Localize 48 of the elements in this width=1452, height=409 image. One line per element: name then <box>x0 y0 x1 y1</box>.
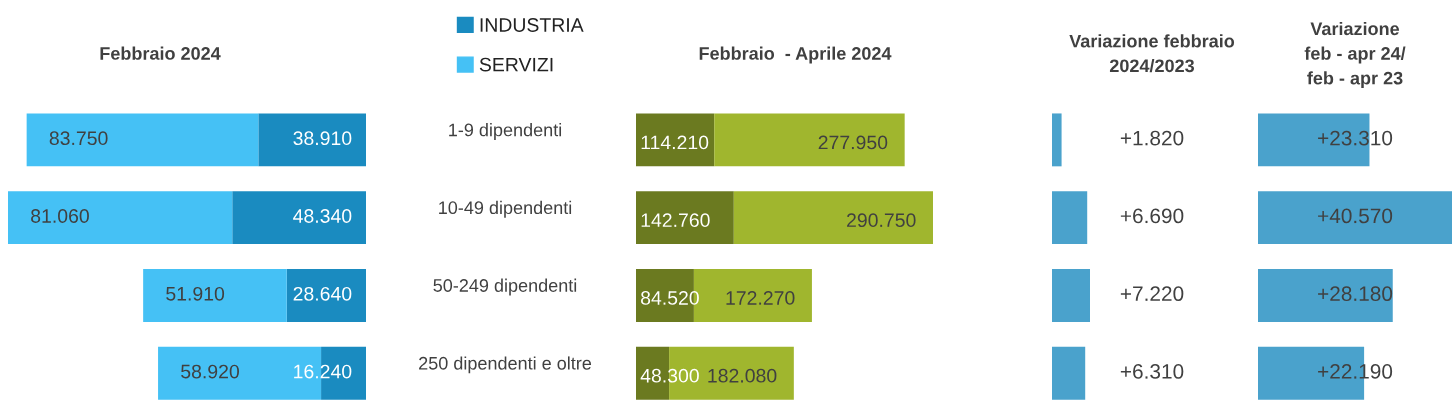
legend-label: SERVIZI <box>479 57 553 72</box>
y-tick-label: 250 dipendenti e oltre <box>419 356 592 374</box>
chart-title: Febbraio - Aprile 2024 <box>699 46 892 64</box>
bar <box>636 191 734 245</box>
data-label: 83.750 <box>49 131 108 146</box>
y-tick-label: 1-9 dipendenti <box>449 123 562 140</box>
bar <box>636 113 715 167</box>
data-label: 84.520 <box>641 291 699 305</box>
data-label: +1.820 <box>1120 130 1184 146</box>
data-label: 58.920 <box>181 364 239 379</box>
bar <box>26 113 259 167</box>
bar <box>232 191 366 245</box>
data-label: 290.750 <box>847 213 916 228</box>
data-label: 114.210 <box>641 135 709 150</box>
data-label: 51.910 <box>166 286 225 301</box>
chart-title: Variazione feb - apr 24/ feb - apr 23 <box>1304 21 1406 89</box>
y-tick-label: 50-249 dipendenti <box>433 278 577 296</box>
chart-title: Febbraio 2024 <box>100 46 221 60</box>
data-label: 81.060 <box>31 209 89 223</box>
bar <box>1052 269 1090 322</box>
bar <box>1052 346 1086 400</box>
data-label: 28.640 <box>293 286 352 301</box>
bar <box>1052 113 1062 167</box>
bar <box>733 191 933 245</box>
data-label: 182.080 <box>708 368 777 383</box>
bar <box>1258 191 1452 245</box>
data-label: +28.180 <box>1318 286 1393 302</box>
data-label: +7.220 <box>1120 286 1184 302</box>
bar <box>286 269 366 322</box>
data-label: 172.270 <box>726 291 795 305</box>
data-label: 16.240 <box>294 364 352 379</box>
data-label: 142.760 <box>641 213 710 228</box>
bar <box>714 113 905 167</box>
bar <box>143 269 287 322</box>
data-label: +6.690 <box>1120 208 1184 224</box>
data-label: +40.570 <box>1318 208 1393 224</box>
bar <box>258 113 366 167</box>
bar <box>1258 269 1393 322</box>
data-label: 48.340 <box>293 209 352 223</box>
data-label: 38.910 <box>293 131 352 146</box>
data-label: 48.300 <box>640 368 699 383</box>
text: Variazione febbraio 2024/2023 <box>1069 34 1235 73</box>
data-label: +6.310 <box>1120 364 1184 379</box>
legend-label: INDUSTRIA <box>480 18 584 32</box>
data-label: 277.950 <box>818 135 888 150</box>
bar <box>1052 191 1088 245</box>
y-tick-label: 10-49 dipendenti <box>439 200 572 218</box>
bar <box>8 191 233 245</box>
